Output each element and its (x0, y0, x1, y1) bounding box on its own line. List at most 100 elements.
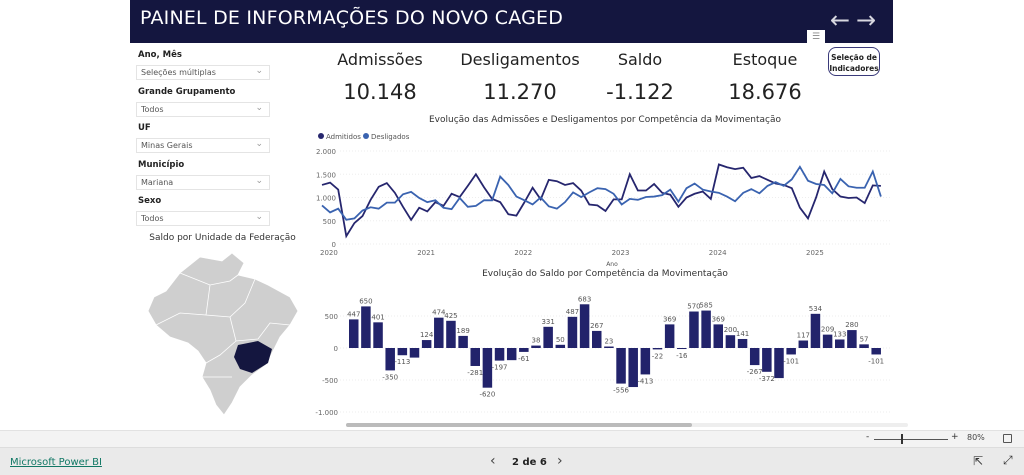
bar (628, 348, 638, 388)
y-tick-label: 500 (325, 313, 338, 321)
expand-icon[interactable]: ⤢ (1003, 453, 1013, 467)
filter-label: Grande Grupamento (138, 86, 236, 97)
kpi-value: 11.270 (483, 80, 557, 104)
y-tick-label: 0 (332, 241, 336, 249)
kpi-value: 10.148 (343, 80, 417, 104)
map-state-minas-gerais (234, 341, 272, 373)
bar (385, 348, 395, 371)
series-line-desligados (321, 165, 882, 221)
kpi-label: Estoque (732, 50, 798, 69)
data-label: -197 (492, 364, 508, 372)
zoom-slider-handle[interactable] (901, 434, 903, 444)
indicator-selection-button[interactable]: Seleção de Indicadores (828, 47, 880, 76)
chevron-down-icon: ⌄ (255, 66, 263, 76)
bar (555, 344, 566, 348)
y-tick-label: 0 (334, 345, 338, 353)
bar-chart-title: Evolução do Saldo por Competência da Mov… (482, 269, 728, 279)
data-label: 534 (809, 305, 823, 313)
x-tick-label: 2020 (320, 249, 338, 257)
filter-dropdown[interactable]: Todos ⌄ (136, 211, 270, 226)
bar (506, 348, 517, 361)
chevron-down-icon: ⌄ (255, 212, 263, 222)
x-tick-label: 2021 (417, 249, 435, 257)
data-label: -61 (518, 355, 529, 363)
data-label: -101 (868, 357, 884, 365)
map-title: Saldo por Unidade da Federação (149, 233, 296, 243)
data-label: 447 (347, 310, 360, 318)
bar (749, 348, 760, 366)
next-page-button[interactable]: › (557, 453, 563, 469)
bar (810, 313, 821, 348)
kpi-label: Admissões (337, 50, 423, 69)
filter-label: UF (138, 123, 151, 133)
data-label: 38 (532, 337, 541, 345)
data-label: 369 (663, 315, 676, 323)
bar-chart[interactable]: -1.000 -500 0 500 447 650 401 -350 -113 124 474425… (300, 280, 900, 422)
power-bi-link[interactable]: Microsoft Power BI (10, 457, 102, 468)
x-tick-label: 2023 (612, 249, 630, 257)
filter-dropdown[interactable]: Minas Gerais ⌄ (136, 138, 270, 153)
bar (567, 316, 578, 348)
filter-value: Seleções múltiplas (141, 68, 216, 77)
bar (774, 348, 784, 379)
line-chart[interactable]: 0 500 1.000 1.500 2.000 2020 2021 2022 2023 2024 2… (300, 128, 900, 268)
arrow-left-icon[interactable]: ← (830, 6, 851, 34)
bar (373, 322, 383, 348)
legend-marker (318, 133, 324, 139)
bar (579, 304, 590, 348)
zoom-slider[interactable] (874, 439, 948, 440)
bar (494, 348, 505, 361)
data-label: 683 (578, 295, 591, 303)
data-label: 209 (821, 326, 834, 334)
zoom-out-button[interactable]: - (866, 432, 870, 442)
filter-dropdown[interactable]: Seleções múltiplas ⌄ (136, 65, 270, 80)
data-label: -556 (613, 387, 629, 395)
bar (531, 345, 541, 348)
scrollbar-thumb[interactable] (346, 423, 692, 427)
bar (421, 340, 432, 348)
y-tick-label: 1.000 (316, 195, 336, 203)
bar (701, 310, 711, 348)
bar (737, 338, 748, 348)
series-line-admitidos (321, 163, 881, 239)
filter-value: Minas Gerais (141, 141, 193, 150)
filter-label: Sexo (138, 196, 162, 206)
data-label: 425 (444, 312, 457, 320)
data-label: -267 (747, 368, 763, 376)
zoom-in-button[interactable]: + (951, 432, 959, 442)
legend-label: Admitidos (326, 133, 361, 141)
data-label: 50 (556, 336, 565, 344)
filter-icon[interactable]: ☰ (807, 30, 825, 45)
bar (762, 348, 772, 372)
bar (859, 344, 869, 348)
prev-page-button[interactable]: ‹ (490, 453, 496, 469)
data-label: 189 (456, 327, 469, 335)
chevron-down-icon: ⌄ (255, 102, 263, 113)
bar (470, 348, 480, 366)
bar (822, 334, 833, 348)
data-label: -16 (676, 352, 688, 360)
bar (361, 306, 371, 348)
data-label: -281 (467, 369, 483, 377)
brazil-map[interactable] (140, 245, 305, 420)
data-label: 585 (699, 302, 712, 310)
bar (786, 348, 796, 355)
report-header: PAINEL DE INFORMAÇÕES DO NOVO CAGED ← → (130, 0, 893, 43)
filter-dropdown[interactable]: Todos ⌄ (136, 101, 270, 117)
arrow-right-icon[interactable]: → (856, 6, 877, 34)
bar (713, 324, 723, 348)
data-label: -372 (759, 375, 775, 383)
bar (835, 339, 845, 348)
bar (349, 319, 359, 348)
data-label: 124 (420, 331, 434, 339)
horizontal-scrollbar[interactable] (346, 423, 908, 427)
data-label: -113 (394, 358, 410, 366)
kpi-label: Desligamentos (460, 50, 580, 69)
fit-page-icon[interactable] (1003, 434, 1012, 443)
data-label: -22 (652, 352, 663, 360)
bar (725, 335, 736, 348)
share-icon[interactable]: ⇱ (973, 454, 984, 468)
x-tick-label: 2022 (514, 249, 532, 257)
page-indicator: 2 de 6 (512, 457, 547, 468)
filter-dropdown[interactable]: Mariana ⌄ (136, 174, 270, 190)
